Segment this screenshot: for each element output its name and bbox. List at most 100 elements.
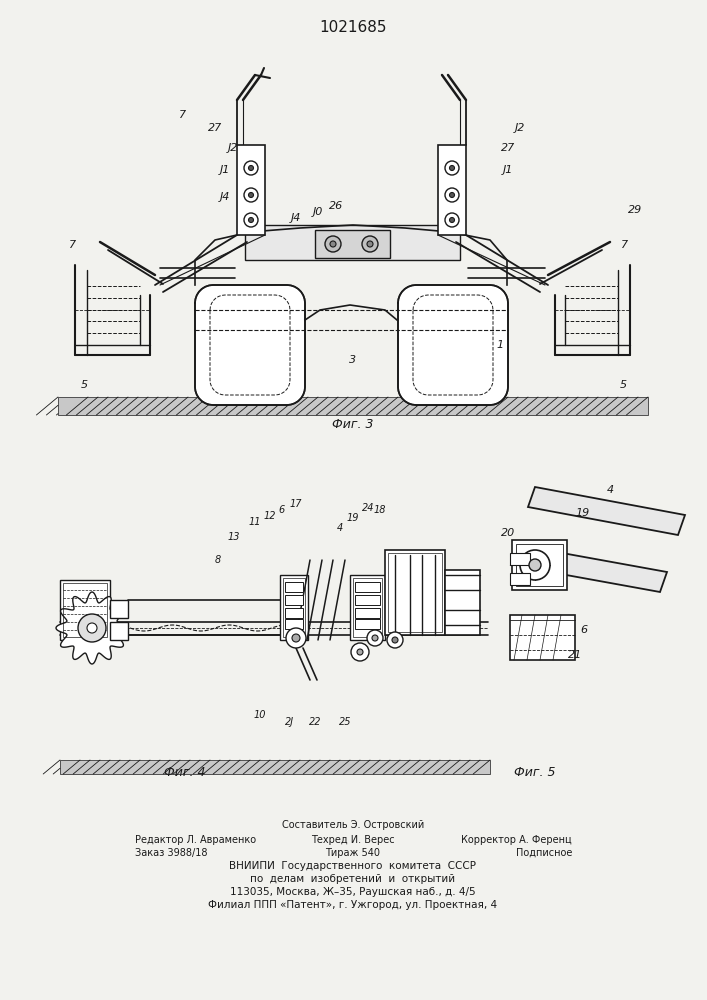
Circle shape <box>248 192 254 198</box>
Circle shape <box>286 628 306 648</box>
Polygon shape <box>398 285 508 405</box>
Polygon shape <box>510 615 575 660</box>
Text: 29: 29 <box>628 205 642 215</box>
Text: ВНИИПИ  Государственного  комитета  СССР: ВНИИПИ Государственного комитета СССР <box>230 861 477 871</box>
Circle shape <box>450 165 455 170</box>
Bar <box>353 578 382 637</box>
Text: 11: 11 <box>249 517 262 527</box>
Polygon shape <box>195 285 305 405</box>
Circle shape <box>248 165 254 170</box>
Text: 8: 8 <box>215 555 221 565</box>
Circle shape <box>244 213 258 227</box>
Text: Заказ 3988/18: Заказ 3988/18 <box>135 848 207 858</box>
Bar <box>285 582 303 592</box>
Text: J2: J2 <box>228 143 238 153</box>
Bar <box>516 544 563 586</box>
Text: 1021685: 1021685 <box>320 20 387 35</box>
Text: Фиг. 4: Фиг. 4 <box>164 766 206 780</box>
Text: 2J: 2J <box>286 717 295 727</box>
Text: 27: 27 <box>501 143 515 153</box>
Bar <box>283 578 305 637</box>
Text: 13: 13 <box>228 532 240 542</box>
Bar <box>110 622 128 640</box>
Polygon shape <box>528 487 685 535</box>
Bar <box>315 230 390 258</box>
Bar <box>385 550 445 635</box>
Text: 7: 7 <box>621 240 629 250</box>
Bar <box>512 540 567 590</box>
Bar <box>355 608 380 618</box>
Circle shape <box>325 236 341 252</box>
Bar <box>510 573 530 585</box>
Text: 6: 6 <box>580 625 588 635</box>
Text: 5: 5 <box>619 380 626 390</box>
Circle shape <box>450 218 455 223</box>
Circle shape <box>367 630 383 646</box>
Text: J4: J4 <box>220 192 230 202</box>
Bar <box>237 145 265 235</box>
Text: Составитель Э. Островский: Составитель Э. Островский <box>282 820 424 830</box>
Text: J1: J1 <box>220 165 230 175</box>
Text: 19: 19 <box>346 513 359 523</box>
Circle shape <box>392 637 398 643</box>
Circle shape <box>529 559 541 571</box>
Circle shape <box>445 188 459 202</box>
Text: Тираж 540: Тираж 540 <box>325 848 380 858</box>
Text: 12: 12 <box>264 511 276 521</box>
Circle shape <box>445 161 459 175</box>
Circle shape <box>367 241 373 247</box>
Bar <box>280 575 308 640</box>
Text: 19: 19 <box>576 508 590 518</box>
Bar <box>110 600 128 618</box>
Polygon shape <box>56 592 128 664</box>
Circle shape <box>387 632 403 648</box>
Bar <box>355 582 380 592</box>
Circle shape <box>292 634 300 642</box>
Text: 21: 21 <box>568 650 582 660</box>
Circle shape <box>351 643 369 661</box>
Bar <box>438 145 466 235</box>
Polygon shape <box>58 397 648 415</box>
Text: Подписное: Подписное <box>515 848 572 858</box>
Circle shape <box>450 192 455 198</box>
Text: по  делам  изобретений  и  открытий: по делам изобретений и открытий <box>250 874 455 884</box>
Bar <box>355 595 380 605</box>
Text: 24: 24 <box>362 503 374 513</box>
Bar <box>245 225 460 260</box>
Text: Редактор Л. Авраменко: Редактор Л. Авраменко <box>135 835 256 845</box>
Circle shape <box>520 550 550 580</box>
Text: Фиг. 5: Фиг. 5 <box>514 766 556 780</box>
Text: 25: 25 <box>339 717 351 727</box>
Circle shape <box>244 161 258 175</box>
Bar <box>285 595 303 605</box>
Text: 7: 7 <box>180 110 187 120</box>
Bar <box>350 575 385 640</box>
Polygon shape <box>511 545 667 592</box>
Text: 6: 6 <box>279 505 285 515</box>
Text: J0: J0 <box>312 207 323 217</box>
Text: 17: 17 <box>290 499 303 509</box>
Polygon shape <box>60 760 490 774</box>
Text: 20: 20 <box>501 528 515 538</box>
Text: J1: J1 <box>503 165 513 175</box>
Circle shape <box>362 236 378 252</box>
Text: 4: 4 <box>337 523 343 533</box>
Text: Фиг. 3: Фиг. 3 <box>332 418 374 432</box>
Bar <box>510 553 530 565</box>
Circle shape <box>78 614 106 642</box>
Circle shape <box>445 213 459 227</box>
Bar <box>445 570 480 635</box>
Circle shape <box>87 623 97 633</box>
Text: Корректор А. Ференц: Корректор А. Ференц <box>461 835 572 845</box>
Bar <box>60 580 110 640</box>
Text: J4: J4 <box>291 213 301 223</box>
Bar <box>285 608 303 618</box>
Text: 7: 7 <box>69 240 76 250</box>
Text: 5: 5 <box>81 380 88 390</box>
Text: 27: 27 <box>208 123 222 133</box>
Text: Филиал ППП «Патент», г. Ужгород, ул. Проектная, 4: Филиал ППП «Патент», г. Ужгород, ул. Про… <box>209 900 498 910</box>
Bar <box>355 619 380 629</box>
Text: 26: 26 <box>329 201 343 211</box>
Circle shape <box>357 649 363 655</box>
Bar <box>388 553 442 632</box>
